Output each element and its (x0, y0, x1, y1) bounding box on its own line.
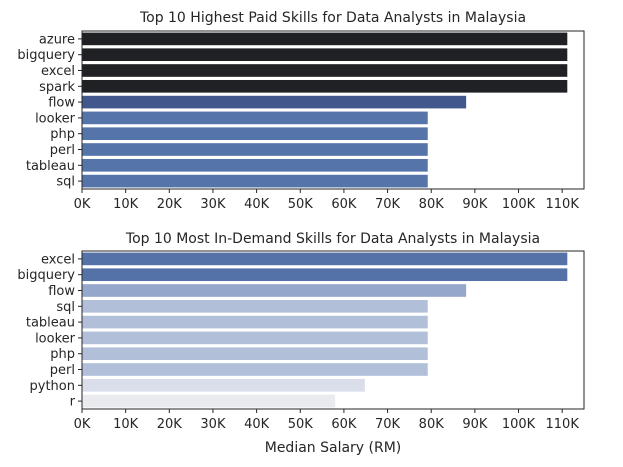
top-chart-bar-azure (82, 32, 568, 46)
bottom-chart-x-tick-label: 50K (288, 417, 314, 432)
bottom-chart-x-tick-label: 40K (244, 417, 270, 432)
bottom-chart-bar-excel (82, 252, 568, 266)
bottom-chart-y-tick-label: php (50, 347, 75, 362)
top-chart-bar-perl (82, 143, 428, 156)
top-chart: Top 10 Highest Paid Skills for Data Anal… (17, 10, 585, 212)
top-chart-bar-excel (82, 64, 568, 77)
top-chart-x-tick-label: 30K (200, 197, 226, 212)
top-chart-x-tick-label: 110K (546, 197, 580, 212)
bottom-chart-bar-php (82, 347, 428, 361)
top-chart-x-tick-label: 50K (288, 197, 314, 212)
bottom-chart-x-tick-label: 80K (419, 417, 445, 432)
top-chart-axes-frame (81, 30, 585, 190)
top-chart-bar-sql (82, 174, 428, 188)
bottom-chart-y-tick-label: flow (48, 284, 75, 299)
top-chart-y-tick-label: perl (50, 143, 75, 158)
bottom-chart-x-tick-label: 90K (462, 417, 488, 432)
bottom-chart-x-tick-label: 60K (331, 417, 357, 432)
bottom-chart-x-tick-label: 10K (113, 417, 139, 432)
bottom-chart-y-tick-label: bigquery (17, 268, 75, 283)
bottom-chart-y-tick-label: looker (35, 331, 76, 346)
bottom-chart-bar-python (82, 378, 365, 392)
bottom-chart-axes-frame (81, 250, 585, 410)
top-chart-y-tick-label: sql (56, 175, 75, 190)
top-chart-y-tick-label: bigquery (17, 48, 75, 63)
top-chart-x-tick-label: 70K (375, 197, 401, 212)
bottom-chart-y-tick-label: python (30, 379, 75, 394)
top-chart-x-tick-label: 60K (331, 197, 357, 212)
bottom-chart-bar-sql (82, 299, 428, 313)
bottom-chart-y-tick-label: perl (50, 363, 75, 378)
top-chart-y-tick-label: php (50, 127, 75, 142)
top-chart-y-tick-label: tableau (26, 159, 75, 174)
bottom-chart-y-tick-label: tableau (26, 316, 75, 331)
top-chart-bar-tableau (82, 158, 428, 172)
top-chart-bar-looker (82, 111, 428, 125)
top-chart-x-tick-label: 0K (74, 197, 91, 212)
bottom-chart-bar-bigquery (82, 268, 568, 282)
top-chart-bar-bigquery (82, 48, 568, 62)
top-chart-y-tick-label: azure (39, 32, 75, 47)
top-chart-y-tick-label: excel (41, 64, 75, 79)
bottom-chart-bar-tableau (82, 315, 428, 329)
top-chart-y-tick-label: flow (48, 96, 75, 111)
bottom-chart-y-tick-label: excel (41, 252, 75, 267)
top-chart-x-tick-label: 20K (157, 197, 183, 212)
top-chart-x-tick-label: 90K (462, 197, 488, 212)
bottom-chart-bar-r (82, 394, 336, 408)
bottom-chart-x-tick-label: 0K (74, 417, 91, 432)
top-chart-bar-spark (82, 79, 568, 93)
bottom-chart-bar-perl (82, 363, 428, 376)
top-chart-y-tick-label: looker (35, 111, 76, 126)
bottom-chart-title: Top 10 Most In-Demand Skills for Data An… (125, 231, 540, 247)
bottom-chart-x-tick-label: 70K (375, 417, 401, 432)
top-chart-x-tick-label: 10K (113, 197, 139, 212)
top-chart-title: Top 10 Highest Paid Skills for Data Anal… (139, 10, 526, 26)
bottom-chart-x-tick-label: 100K (502, 417, 536, 432)
top-chart-x-tick-label: 80K (419, 197, 445, 212)
bottom-chart-y-tick-label: r (70, 395, 76, 410)
top-chart-x-tick-label: 100K (502, 197, 536, 212)
bottom-chart-bar-looker (82, 331, 428, 345)
bottom-chart-x-axis-label: Median Salary (RM) (265, 440, 402, 456)
bottom-chart-x-tick-label: 110K (546, 417, 580, 432)
bottom-chart: Top 10 Most In-Demand Skills for Data An… (17, 231, 585, 456)
bottom-chart-x-tick-label: 20K (157, 417, 183, 432)
bottom-chart-bar-flow (82, 284, 467, 297)
bottom-chart-x-tick-label: 30K (200, 417, 226, 432)
top-chart-bar-flow (82, 95, 467, 109)
bottom-chart-y-tick-label: sql (56, 300, 75, 315)
top-chart-bar-php (82, 127, 428, 141)
top-chart-x-tick-label: 40K (244, 197, 270, 212)
top-chart-y-tick-label: spark (39, 80, 75, 95)
